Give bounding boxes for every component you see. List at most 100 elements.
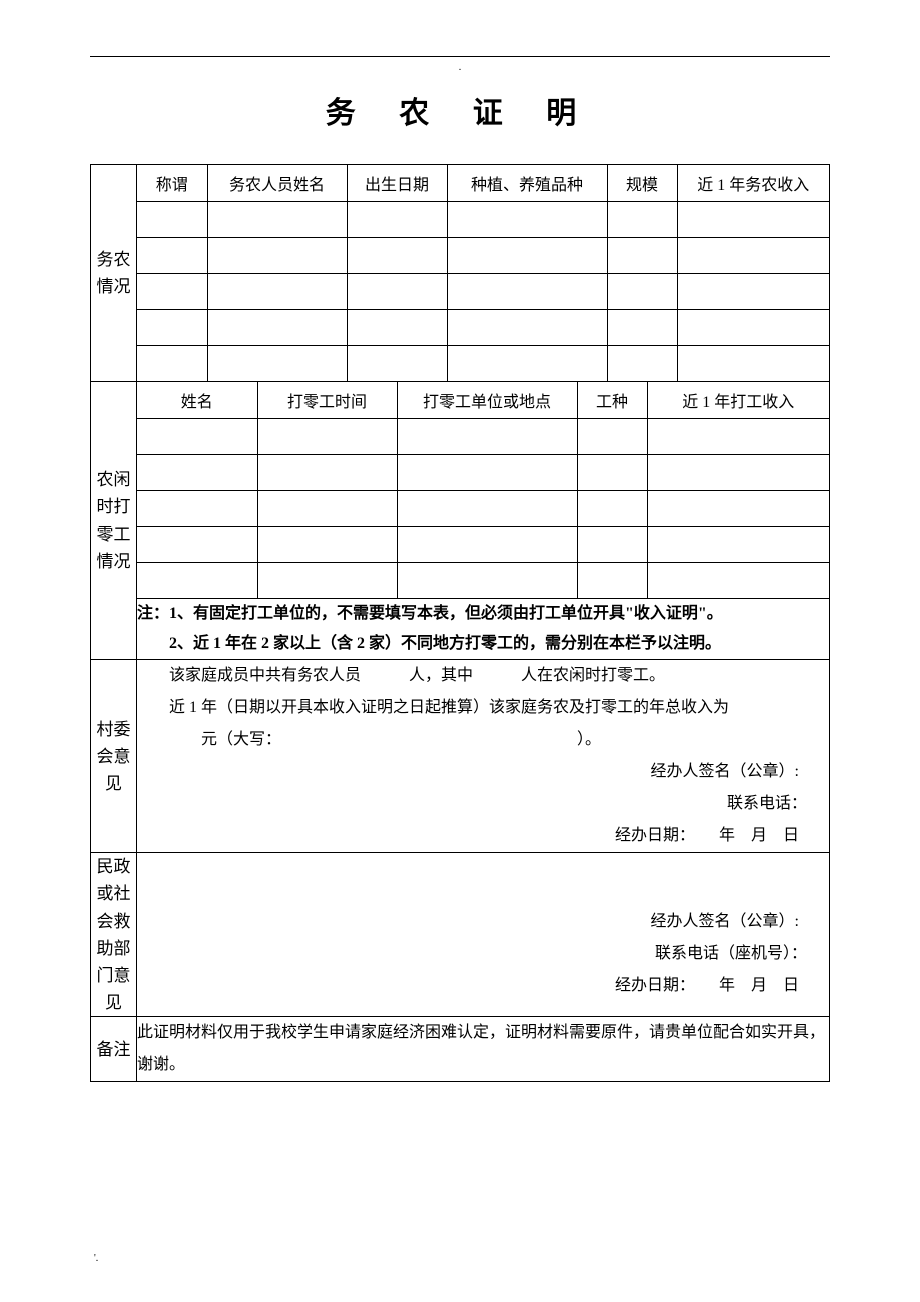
note-row: 注：1、有固定打工单位的，不需要填写本表，但必须由打工单位开具"收入证明"。 2… bbox=[137, 598, 829, 659]
remark-content: 此证明材料仅用于我校学生申请家庭经济困难认定，证明材料需要原件，请贵单位配合如实… bbox=[137, 1017, 830, 1082]
cell bbox=[607, 237, 677, 273]
col-header: 工种 bbox=[577, 382, 647, 418]
table-row bbox=[137, 562, 829, 598]
cell bbox=[447, 201, 607, 237]
cell bbox=[137, 490, 257, 526]
table-row bbox=[137, 490, 829, 526]
cell bbox=[347, 345, 447, 381]
cell bbox=[577, 562, 647, 598]
cell bbox=[607, 273, 677, 309]
opinion1-sig2: 联系电话： bbox=[137, 788, 829, 820]
opinion2-sig1: 经办人签名（公章）: bbox=[137, 906, 829, 938]
cell bbox=[577, 490, 647, 526]
cell bbox=[257, 490, 397, 526]
cell bbox=[207, 273, 347, 309]
cell bbox=[207, 237, 347, 273]
section2-side-label: 农闲时打零工情况 bbox=[91, 382, 137, 660]
cell bbox=[677, 345, 829, 381]
table-row bbox=[137, 526, 829, 562]
col-header: 打零工时间 bbox=[257, 382, 397, 418]
cell bbox=[257, 562, 397, 598]
table-header-row: 称谓 务农人员姓名 出生日期 种植、养殖品种 规模 近 1 年务农收入 bbox=[137, 165, 829, 201]
cell bbox=[677, 309, 829, 345]
cell bbox=[347, 309, 447, 345]
page-title: 务 农 证 明 bbox=[90, 88, 830, 132]
cell bbox=[647, 418, 829, 454]
note-line2: 2、近 1 年在 2 家以上（含 2 家）不同地方打零工的，需分别在本栏予以注明… bbox=[137, 629, 829, 659]
section2-content: 姓名 打零工时间 打零工单位或地点 工种 近 1 年打工收入 注：1、有固定打工… bbox=[137, 382, 830, 660]
opinion1-sig3: 经办日期： 年 月 日 bbox=[137, 820, 829, 852]
cell bbox=[607, 345, 677, 381]
cell bbox=[137, 309, 207, 345]
cell bbox=[447, 309, 607, 345]
table-row bbox=[137, 201, 829, 237]
opinion2-sig2: 联系电话（座机号）： bbox=[137, 938, 829, 970]
section1-content: 称谓 务农人员姓名 出生日期 种植、养殖品种 规模 近 1 年务农收入 bbox=[137, 165, 830, 382]
cell bbox=[347, 201, 447, 237]
dot-icon: '. bbox=[94, 1253, 98, 1264]
cell bbox=[397, 562, 577, 598]
dot-icon: . bbox=[459, 62, 462, 73]
cell bbox=[677, 273, 829, 309]
section1-side-label: 务农情况 bbox=[91, 165, 137, 382]
table-row bbox=[137, 345, 829, 381]
cell bbox=[397, 454, 577, 490]
main-table: 务农情况 称谓 务农人员姓名 出生日期 种植、养殖品种 规模 近 1 年务农收入 bbox=[90, 164, 830, 1082]
cell bbox=[137, 454, 257, 490]
section2-table: 姓名 打零工时间 打零工单位或地点 工种 近 1 年打工收入 注：1、有固定打工… bbox=[137, 382, 829, 659]
opinion1-line3: 元（大写： ）。 bbox=[137, 724, 829, 756]
table-row bbox=[137, 309, 829, 345]
cell bbox=[397, 526, 577, 562]
cell bbox=[257, 418, 397, 454]
cell bbox=[397, 490, 577, 526]
cell bbox=[677, 237, 829, 273]
cell bbox=[137, 237, 207, 273]
cell bbox=[577, 454, 647, 490]
col-header: 务农人员姓名 bbox=[207, 165, 347, 201]
table-row bbox=[137, 273, 829, 309]
table-row bbox=[137, 237, 829, 273]
col-header: 姓名 bbox=[137, 382, 257, 418]
cell bbox=[137, 526, 257, 562]
cell bbox=[647, 526, 829, 562]
cell bbox=[577, 526, 647, 562]
table-row bbox=[137, 454, 829, 490]
col-header: 规模 bbox=[607, 165, 677, 201]
cell bbox=[137, 201, 207, 237]
cell bbox=[257, 526, 397, 562]
cell bbox=[347, 273, 447, 309]
opinion2-side-label: 民政或社会救助部门意见 bbox=[91, 853, 137, 1017]
cell bbox=[647, 454, 829, 490]
cell bbox=[447, 345, 607, 381]
cell bbox=[207, 201, 347, 237]
cell bbox=[207, 345, 347, 381]
table-row bbox=[137, 418, 829, 454]
cell bbox=[607, 309, 677, 345]
note-cell: 注：1、有固定打工单位的，不需要填写本表，但必须由打工单位开具"收入证明"。 2… bbox=[137, 598, 829, 659]
col-header: 称谓 bbox=[137, 165, 207, 201]
opinion1-sig1: 经办人签名（公章）: bbox=[137, 756, 829, 788]
cell bbox=[137, 345, 207, 381]
note-line1: 注：1、有固定打工单位的，不需要填写本表，但必须由打工单位开具"收入证明"。 bbox=[137, 599, 829, 629]
opinion1-line1: 该家庭成员中共有务农人员 人，其中 人在农闲时打零工。 bbox=[137, 660, 829, 692]
opinion2-sig3: 经办日期： 年 月 日 bbox=[137, 970, 829, 1002]
cell bbox=[137, 418, 257, 454]
remark-side-label: 备注 bbox=[91, 1017, 137, 1082]
col-header: 打零工单位或地点 bbox=[397, 382, 577, 418]
col-header: 近 1 年打工收入 bbox=[647, 382, 829, 418]
top-rule bbox=[90, 56, 830, 57]
section1-table: 称谓 务农人员姓名 出生日期 种植、养殖品种 规模 近 1 年务农收入 bbox=[137, 165, 829, 381]
cell bbox=[397, 418, 577, 454]
cell bbox=[447, 237, 607, 273]
opinion1-side-label: 村委会意见 bbox=[91, 660, 137, 853]
cell bbox=[257, 454, 397, 490]
col-header: 近 1 年务农收入 bbox=[677, 165, 829, 201]
cell bbox=[607, 201, 677, 237]
cell bbox=[347, 237, 447, 273]
col-header: 种植、养殖品种 bbox=[447, 165, 607, 201]
col-header: 出生日期 bbox=[347, 165, 447, 201]
cell bbox=[647, 490, 829, 526]
opinion1-content: 该家庭成员中共有务农人员 人，其中 人在农闲时打零工。 近 1 年（日期以开具本… bbox=[137, 660, 830, 853]
table-header-row: 姓名 打零工时间 打零工单位或地点 工种 近 1 年打工收入 bbox=[137, 382, 829, 418]
cell bbox=[577, 418, 647, 454]
